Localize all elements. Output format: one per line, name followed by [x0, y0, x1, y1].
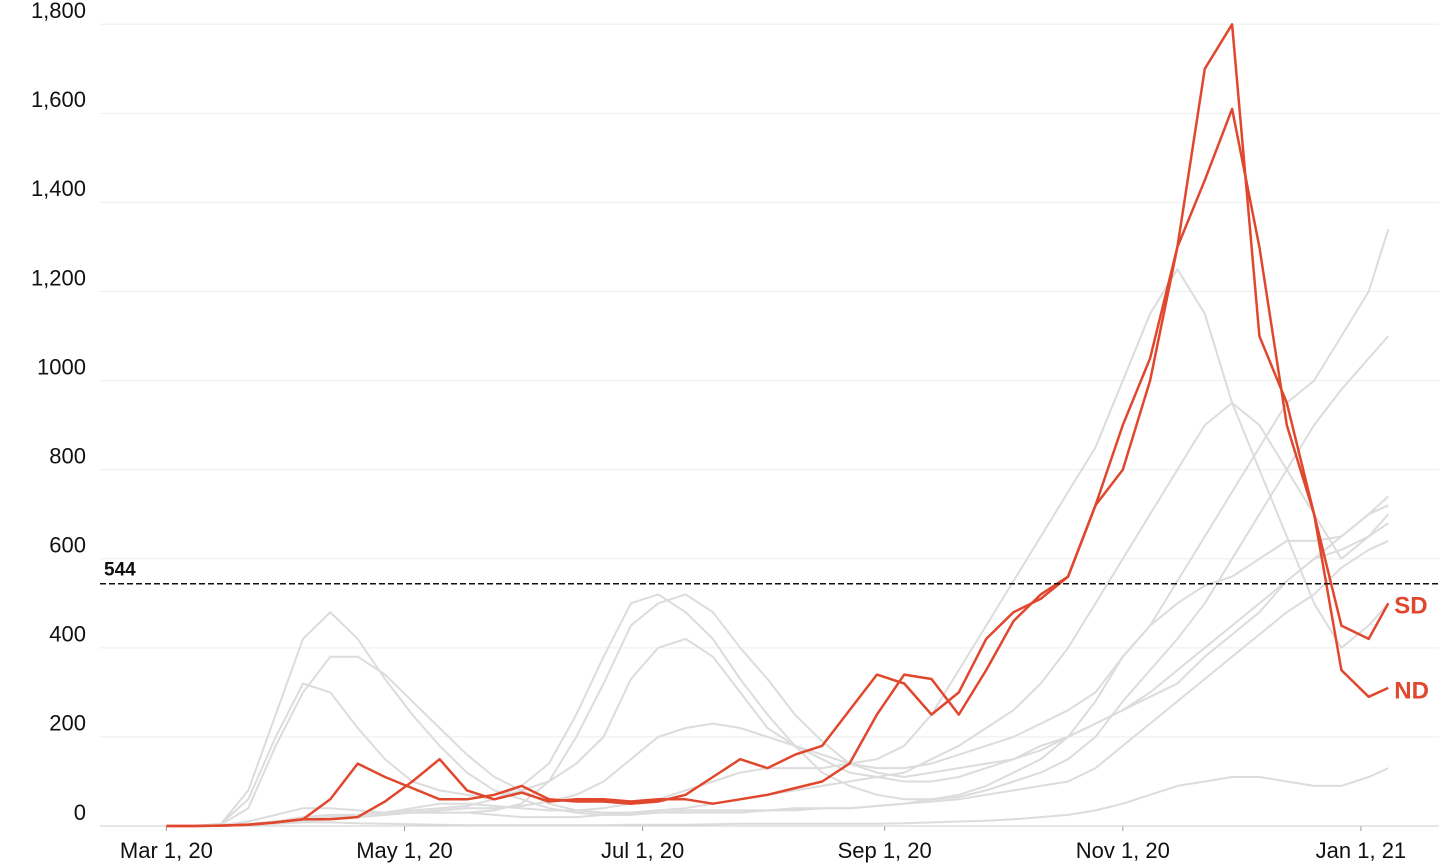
x-tick-label: Nov 1, 20	[1076, 838, 1170, 863]
y-tick-label: 0	[74, 800, 86, 825]
series-line	[166, 495, 1389, 827]
series-line	[166, 268, 1390, 827]
series-line	[166, 23, 1389, 828]
x-tick-label: May 1, 20	[356, 838, 453, 863]
y-tick-label: 1,600	[31, 87, 86, 112]
y-tick-label: 1,200	[31, 265, 86, 290]
reference-label: 544	[104, 560, 136, 581]
y-tick-label: 600	[49, 533, 86, 558]
x-tick-label: Jul 1, 20	[601, 838, 684, 863]
series-line	[166, 107, 1390, 828]
y-tick-label: 1,400	[31, 176, 86, 201]
series-line	[166, 228, 1390, 827]
y-tick-label: 1,800	[31, 0, 86, 23]
series-line	[166, 522, 1389, 827]
series-line	[166, 539, 1389, 827]
x-tick-label: Sep 1, 20	[838, 838, 932, 863]
series-line	[166, 767, 1389, 827]
series-line	[166, 504, 1389, 827]
y-tick-label: 400	[49, 622, 86, 647]
y-tick-label: 1000	[37, 354, 86, 379]
y-tick-label: 200	[49, 711, 86, 736]
y-tick-label: 800	[49, 443, 86, 468]
x-tick-label: Jan 1, 21	[1316, 838, 1407, 863]
series-line	[166, 335, 1390, 827]
series-label: ND	[1394, 677, 1429, 704]
x-tick-label: Mar 1, 20	[120, 838, 213, 863]
series-label: SD	[1394, 593, 1427, 620]
